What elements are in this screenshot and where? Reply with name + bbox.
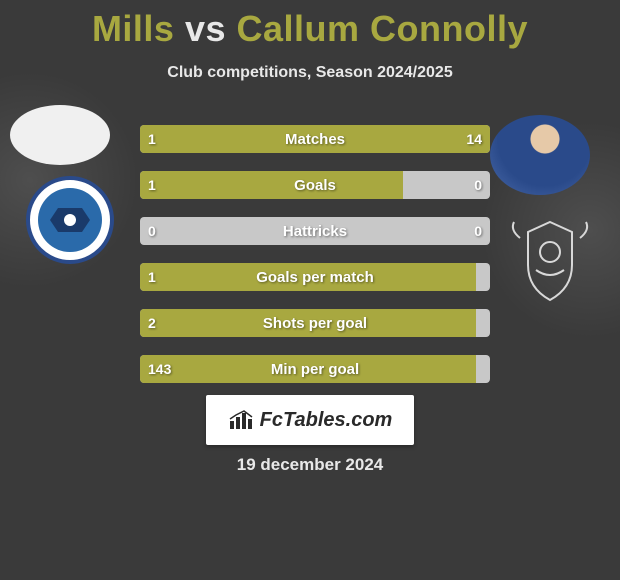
- vs-label: vs: [185, 8, 226, 49]
- comparison-bars: 114Matches 10Goals 00Hattricks 1Goals per m…: [140, 125, 490, 401]
- stat-label: Min per goal: [140, 355, 490, 383]
- logo-text: FcTables.com: [260, 409, 393, 432]
- player-left-name: Mills: [92, 8, 175, 49]
- stat-row: 00Hattricks: [140, 217, 490, 245]
- stat-row: 143Min per goal: [140, 355, 490, 383]
- club-left-crest: [20, 170, 120, 270]
- subtitle: Club competitions, Season 2024/2025: [0, 64, 620, 82]
- player-right-name: Callum Connolly: [237, 8, 529, 49]
- chart-icon: [228, 409, 256, 431]
- stat-label: Goals: [140, 171, 490, 199]
- player-right-avatar: [490, 115, 590, 195]
- stat-label: Goals per match: [140, 263, 490, 291]
- stat-row: 114Matches: [140, 125, 490, 153]
- stat-label: Shots per goal: [140, 309, 490, 337]
- page-title: Mills vs Callum Connolly: [0, 0, 620, 50]
- stat-label: Hattricks: [140, 217, 490, 245]
- stat-row: 2Shots per goal: [140, 309, 490, 337]
- date-label: 19 december 2024: [0, 455, 620, 475]
- stat-label: Matches: [140, 125, 490, 153]
- player-left-avatar: [10, 105, 110, 165]
- stat-row: 1Goals per match: [140, 263, 490, 291]
- club-right-crest: [500, 210, 600, 310]
- fctables-logo: FcTables.com: [206, 395, 414, 445]
- stat-row: 10Goals: [140, 171, 490, 199]
